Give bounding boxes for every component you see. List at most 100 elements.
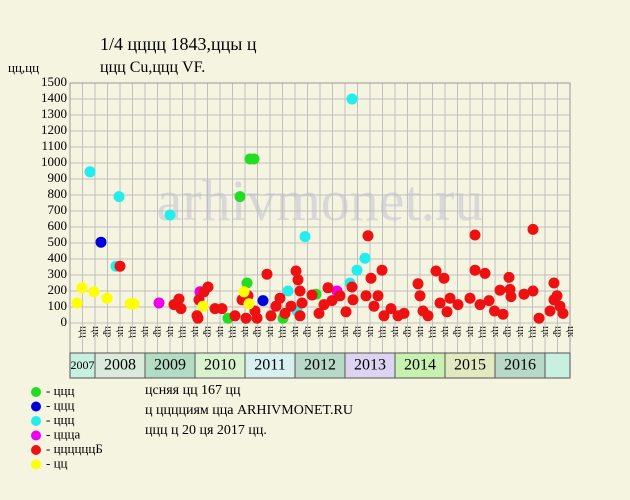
chart-subtitle: ццц Cu,ццц VF.	[100, 59, 205, 76]
y-tick-label: 1500	[41, 74, 67, 89]
y-tick-label: 1300	[41, 106, 67, 121]
data-point	[452, 299, 464, 311]
data-point	[216, 303, 228, 315]
data-point	[412, 278, 424, 290]
quarter-label: цк	[515, 326, 527, 338]
quarter-label: цр	[452, 326, 464, 338]
data-point	[294, 285, 306, 297]
data-point	[518, 288, 530, 300]
year-label: 2012	[304, 357, 336, 374]
legend-label: - ццц	[46, 412, 74, 427]
data-point	[191, 310, 203, 322]
year-band	[394, 352, 446, 379]
data-point	[497, 308, 509, 320]
data-point	[113, 191, 125, 203]
data-point	[294, 310, 306, 322]
data-point	[422, 310, 434, 322]
quarter-label: цк	[390, 326, 402, 338]
data-point	[202, 281, 214, 293]
data-point	[173, 293, 185, 305]
y-tick-label: 0	[61, 314, 68, 329]
legend-marker	[31, 416, 41, 426]
quarter-label: цк	[490, 326, 502, 338]
year-band	[194, 352, 246, 379]
note: ццц ц 20 ця 2017 цц.	[145, 423, 267, 438]
data-point	[71, 297, 83, 309]
data-point	[474, 299, 486, 311]
data-point	[469, 264, 481, 276]
quarter-label: цц	[427, 326, 439, 338]
quarter-label: цк	[440, 326, 452, 338]
quarter-label: цр	[552, 326, 564, 338]
quarter-label: цц	[477, 326, 489, 338]
quarter-label: цк	[115, 326, 127, 338]
data-point	[414, 290, 426, 302]
legend-label: - ццццццБ	[46, 441, 103, 456]
legend-marker	[31, 387, 41, 397]
y-tick-label: 300	[48, 266, 68, 281]
quarter-label: цц	[177, 326, 189, 338]
data-point	[292, 274, 304, 286]
legend-label: - ццца	[46, 426, 80, 441]
data-point	[238, 286, 250, 298]
data-point	[494, 284, 506, 296]
data-point	[359, 252, 371, 264]
data-point	[279, 307, 291, 319]
y-tick-label: 1000	[41, 154, 67, 169]
data-point	[372, 290, 384, 302]
y-tick-label: 1400	[41, 90, 67, 105]
data-point	[261, 268, 273, 280]
year-label: 2014	[404, 357, 436, 374]
year-band	[544, 352, 571, 379]
data-point	[153, 297, 165, 309]
quarter-label: цк	[340, 326, 352, 338]
quarter-label: цц	[227, 326, 239, 338]
data-point	[322, 282, 334, 294]
data-point	[175, 303, 187, 315]
quarter-label: цк	[265, 326, 277, 338]
year-band	[294, 352, 346, 379]
data-point	[346, 93, 358, 105]
year-label: 2008	[104, 357, 136, 374]
data-point	[365, 272, 377, 284]
y-tick-label: 500	[48, 234, 68, 249]
year-label: 2007	[71, 358, 95, 372]
data-point	[128, 298, 140, 310]
quarter-label: цр	[302, 326, 314, 338]
quarter-label: цк	[215, 326, 227, 338]
year-band	[244, 352, 296, 379]
data-point	[464, 292, 476, 304]
y-tick-label: 800	[48, 186, 68, 201]
year-label: 2015	[454, 357, 486, 374]
data-point	[241, 277, 253, 289]
legend-label: - цц	[46, 455, 68, 470]
data-point	[340, 306, 352, 318]
quarter-label: цк	[465, 326, 477, 338]
quarter-label: цк	[165, 326, 177, 338]
y-tick-label: 1100	[41, 138, 67, 153]
legend-marker	[31, 459, 41, 470]
data-point	[444, 292, 456, 304]
data-point	[551, 290, 563, 302]
legend-label: - ццц	[46, 383, 74, 398]
data-point	[504, 283, 516, 295]
quarter-label: цр	[152, 326, 164, 338]
data-point	[483, 295, 495, 307]
data-point	[243, 298, 255, 310]
quarter-label: цц	[527, 326, 539, 338]
data-point	[548, 277, 560, 289]
note: ц цццциям цца ARHIVMONET.RU	[145, 403, 353, 418]
data-point	[313, 307, 325, 319]
quarter-label: цр	[352, 326, 364, 338]
year-label: 2016	[504, 357, 536, 374]
data-point	[88, 286, 100, 298]
y-tick-label: 900	[48, 170, 68, 185]
data-point	[114, 260, 126, 272]
data-point	[101, 292, 113, 304]
quarter-label: цр	[502, 326, 514, 338]
year-band	[344, 352, 396, 379]
data-point	[248, 153, 260, 165]
data-point	[503, 271, 515, 283]
year-label: 2013	[354, 357, 386, 374]
data-point	[544, 305, 556, 317]
